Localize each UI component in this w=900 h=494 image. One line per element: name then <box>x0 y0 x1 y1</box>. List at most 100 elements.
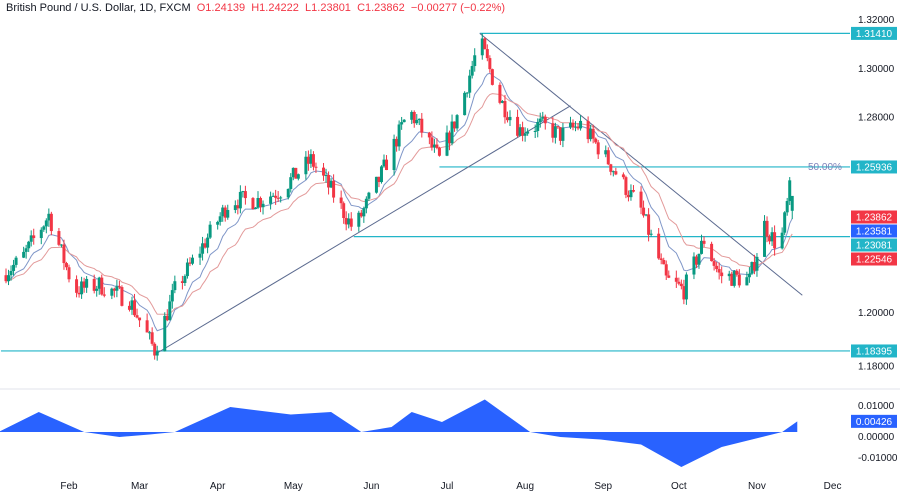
candle-body <box>485 49 489 59</box>
candle-body <box>223 207 227 218</box>
candle-body <box>304 156 308 175</box>
close-value: C1.23862 <box>357 2 405 14</box>
candle-body <box>609 164 613 172</box>
candle-body <box>437 147 441 156</box>
candle-body <box>208 224 212 238</box>
candle-body <box>432 144 436 148</box>
candle-body <box>236 205 240 209</box>
oscillator-area <box>0 399 798 467</box>
candle-body <box>470 66 474 76</box>
candle-body <box>553 126 557 138</box>
candle-body <box>780 232 784 249</box>
candle-body <box>44 220 48 227</box>
candle-body <box>677 281 681 284</box>
candle-body <box>518 127 522 136</box>
candle-body <box>395 138 399 147</box>
candle-body <box>611 171 615 173</box>
candle-body <box>329 180 333 188</box>
candle-body <box>516 116 520 136</box>
candle-body <box>682 286 686 300</box>
candle-body <box>768 236 772 242</box>
candle-body <box>402 119 406 123</box>
candle-body <box>694 256 698 265</box>
candle-body <box>526 131 530 134</box>
candle-body <box>95 288 99 291</box>
time-tick-label: Mar <box>131 481 149 492</box>
candle-body <box>168 301 172 321</box>
candle-body <box>138 317 142 321</box>
time-tick-label: Apr <box>210 481 226 492</box>
price-tag-text: 1.22546 <box>856 255 893 266</box>
candles <box>4 33 794 361</box>
candle-body <box>24 248 28 252</box>
candle-body <box>342 203 346 218</box>
candle-body <box>430 137 434 148</box>
candle-body <box>29 235 33 242</box>
candle-body <box>22 251 26 258</box>
price-tag <box>851 224 897 238</box>
candle-body <box>488 58 492 70</box>
candle-body <box>77 292 81 295</box>
time-tick-label: May <box>284 481 303 492</box>
candle-body <box>155 351 159 356</box>
candle-body <box>664 264 668 276</box>
time-tick-label: Dec <box>824 481 842 492</box>
low-value: L1.23801 <box>305 2 351 14</box>
candle-body <box>64 263 68 268</box>
time-tick-label: Oct <box>671 481 687 492</box>
candle-body <box>362 208 366 217</box>
candle-body <box>614 171 618 175</box>
candle-body <box>659 258 663 260</box>
candle-body <box>289 177 293 189</box>
candle-body <box>717 269 721 273</box>
candle-body <box>579 120 583 129</box>
candle-body <box>412 111 416 124</box>
candle-body <box>112 288 116 291</box>
candle-body <box>233 205 237 211</box>
candle-body <box>536 122 540 131</box>
candle-body <box>102 294 106 296</box>
candle-body <box>523 133 527 136</box>
candle-body <box>271 195 275 197</box>
candle-body <box>697 253 701 265</box>
candle-body <box>359 212 363 217</box>
candle-body <box>765 220 769 237</box>
candle-body <box>67 267 71 280</box>
candle-body <box>135 315 139 318</box>
candle-body <box>498 84 502 103</box>
candle-body <box>49 213 53 232</box>
candle-body <box>730 273 734 286</box>
candle-body <box>165 315 169 321</box>
candle-body <box>732 270 736 286</box>
candle-body <box>201 243 205 254</box>
candle-body <box>500 101 504 103</box>
candle-body <box>568 122 572 128</box>
oscillator-tick-label: -0.01000 <box>858 453 898 464</box>
candle-body <box>785 201 789 213</box>
oscillator-value-text: 0.00426 <box>856 417 893 428</box>
candle-body <box>468 75 472 93</box>
candle-body <box>286 188 290 198</box>
level-price-tag-text: 1.25936 <box>856 162 893 173</box>
candle-body <box>357 212 361 227</box>
price-tick-label: 1.30000 <box>858 64 895 75</box>
candle-body <box>39 229 43 239</box>
candle-body <box>644 214 648 216</box>
candle-body <box>747 273 751 278</box>
candle-body <box>238 191 242 209</box>
candle-body <box>629 190 633 198</box>
candle-body <box>100 277 104 295</box>
candle-body <box>639 191 643 208</box>
candle-body <box>110 288 114 296</box>
candle-body <box>450 121 454 144</box>
candle-body <box>770 232 774 242</box>
candle-body <box>349 218 353 227</box>
candle-body <box>251 198 255 210</box>
candle-body <box>185 262 189 277</box>
candle-body <box>14 257 18 265</box>
candle-body <box>130 300 134 310</box>
candle-body <box>7 275 11 282</box>
candle-body <box>120 287 124 306</box>
candle-body <box>427 132 431 138</box>
